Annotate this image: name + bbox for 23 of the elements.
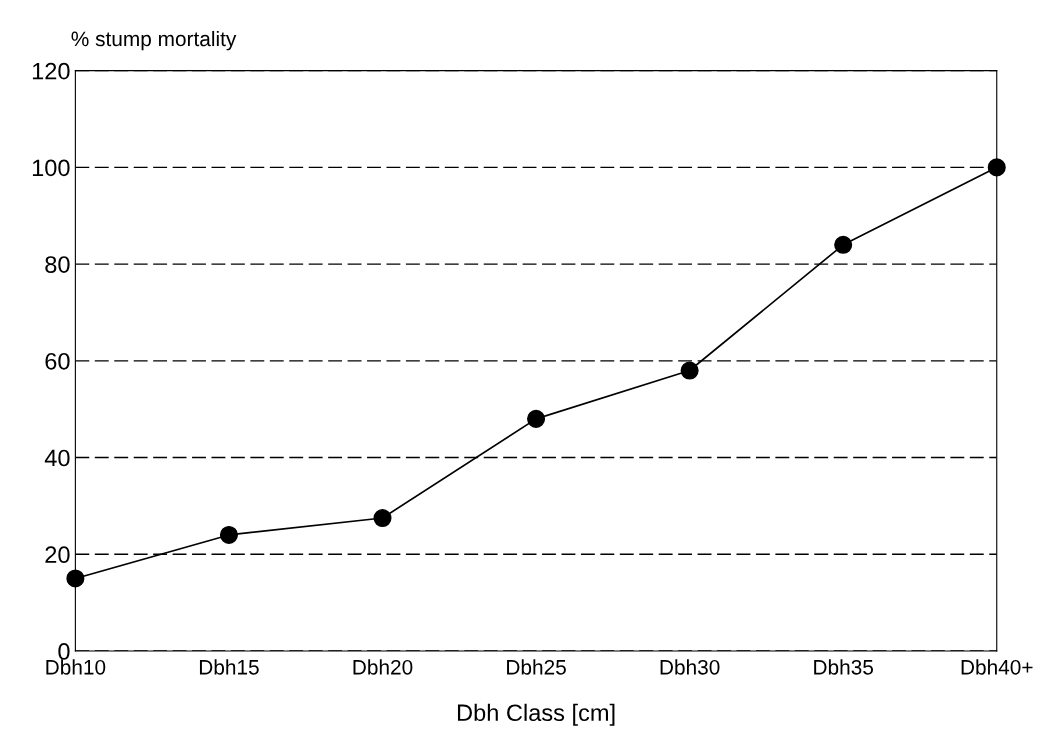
x-tick-label: Dbh30	[660, 659, 720, 675]
x-tick-label: Dbh25	[507, 659, 566, 675]
point	[834, 235, 853, 254]
y-tick-label: 100	[32, 159, 70, 177]
y-tick-label: 60	[45, 352, 70, 370]
y-tick-label: 120	[32, 62, 70, 80]
point	[373, 508, 392, 528]
y-axis-title: % stump mortality	[71, 30, 237, 51]
x-tick-label: Dbh20	[353, 659, 413, 675]
y-tick-label: 0	[58, 643, 70, 660]
point	[219, 525, 238, 544]
x-tick-label: Dbh10	[46, 659, 106, 675]
point	[66, 569, 85, 588]
point	[527, 409, 546, 428]
x-axis-title: Dbh Class [cm]	[457, 703, 615, 726]
point	[680, 361, 699, 380]
x-tick-label: Dbh40+	[961, 659, 1033, 675]
y-tick-label: 20	[45, 546, 70, 564]
point	[987, 158, 1006, 177]
x-tick-label: Dbh15	[199, 659, 259, 675]
x-tick-label: Dbh35	[814, 659, 874, 675]
y-tick-label: 80	[45, 256, 70, 273]
y-tick-label: 40	[44, 449, 70, 467]
